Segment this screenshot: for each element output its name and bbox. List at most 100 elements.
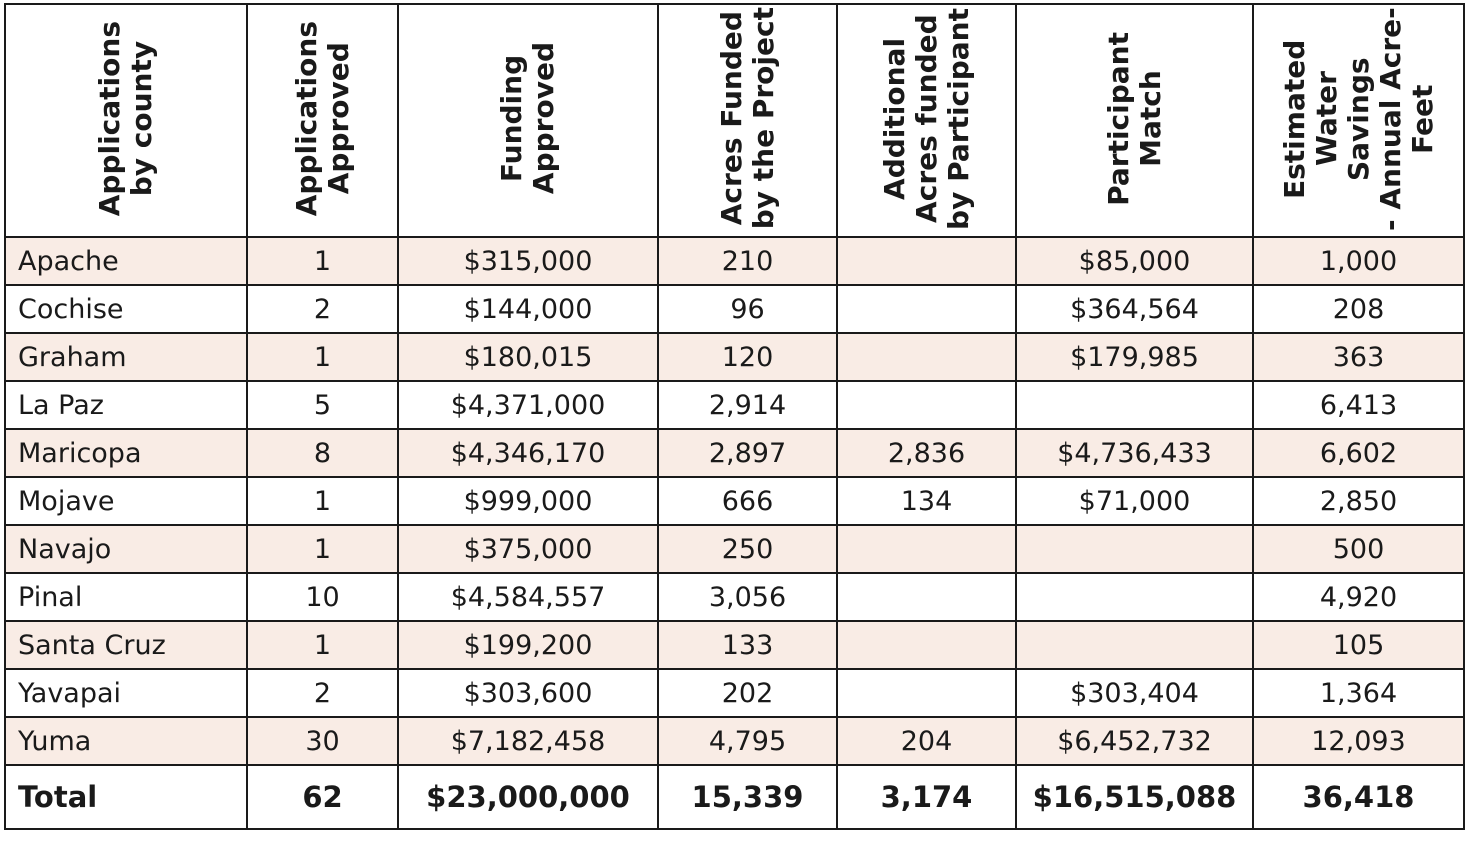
acres-cell: 210 [657, 236, 838, 286]
funding-cell: $375,000 [397, 524, 659, 574]
total-row: Total 62 $23,000,000 15,339 3,174 $16,51… [4, 764, 1465, 830]
total-acres: 15,339 [657, 764, 838, 830]
table-row: Yuma 30 $7,182,458 4,795 204 $6,452,732 … [4, 716, 1465, 766]
header-row: Applications by county Applications Appr… [4, 3, 1465, 238]
header-estimated-water-savings: Estimated Water Savings - Annual Acre- F… [1252, 3, 1465, 238]
funding-cell: $4,584,557 [397, 572, 659, 622]
additional-acres-cell [836, 524, 1017, 574]
funding-cell: $144,000 [397, 284, 659, 334]
match-cell [1015, 380, 1254, 430]
additional-acres-cell: 204 [836, 716, 1017, 766]
total-additional-acres: 3,174 [836, 764, 1017, 830]
funding-cell: $4,371,000 [397, 380, 659, 430]
water-savings-cell: 105 [1252, 620, 1465, 670]
table-row: Mojave 1 $999,000 666 134 $71,000 2,850 [4, 476, 1465, 526]
applications-cell: 1 [246, 476, 399, 526]
additional-acres-cell [836, 572, 1017, 622]
acres-cell: 96 [657, 284, 838, 334]
match-cell: $179,985 [1015, 332, 1254, 382]
total-match: $16,515,088 [1015, 764, 1254, 830]
match-cell [1015, 572, 1254, 622]
header-participant-match: Participant Match [1015, 3, 1254, 238]
county-cell: Pinal [4, 572, 248, 622]
funding-cell: $4,346,170 [397, 428, 659, 478]
applications-cell: 2 [246, 284, 399, 334]
match-cell: $303,404 [1015, 668, 1254, 718]
acres-cell: 2,897 [657, 428, 838, 478]
additional-acres-cell: 134 [836, 476, 1017, 526]
header-label: Applications by county [93, 20, 158, 217]
total-applications: 62 [246, 764, 399, 830]
table-row: Graham 1 $180,015 120 $179,985 363 [4, 332, 1465, 382]
applications-cell: 8 [246, 428, 399, 478]
acres-cell: 666 [657, 476, 838, 526]
applications-cell: 30 [246, 716, 399, 766]
county-cell: Yavapai [4, 668, 248, 718]
water-savings-cell: 1,000 [1252, 236, 1465, 286]
header-label: Funding Approved [495, 42, 560, 195]
additional-acres-cell [836, 236, 1017, 286]
county-cell: Apache [4, 236, 248, 286]
header-additional-acres-funded: Additional Acres funded by Participant [836, 3, 1017, 238]
total-water-savings: 36,418 [1252, 764, 1465, 830]
additional-acres-cell: 2,836 [836, 428, 1017, 478]
additional-acres-cell [836, 332, 1017, 382]
water-savings-cell: 500 [1252, 524, 1465, 574]
county-cell: Mojave [4, 476, 248, 526]
acres-cell: 4,795 [657, 716, 838, 766]
water-savings-cell: 2,850 [1252, 476, 1465, 526]
table-row: Maricopa 8 $4,346,170 2,897 2,836 $4,736… [4, 428, 1465, 478]
county-applications-table: Applications by county Applications Appr… [4, 3, 1465, 830]
acres-cell: 2,914 [657, 380, 838, 430]
funding-cell: $199,200 [397, 620, 659, 670]
table-row: Pinal 10 $4,584,557 3,056 4,920 [4, 572, 1465, 622]
match-cell [1015, 620, 1254, 670]
header-label: Estimated Water Savings - Annual Acre- F… [1277, 6, 1439, 231]
water-savings-cell: 363 [1252, 332, 1465, 382]
header-label: Additional Acres funded by Participant [877, 7, 975, 230]
total-funding: $23,000,000 [397, 764, 659, 830]
acres-cell: 3,056 [657, 572, 838, 622]
header-label: Acres Funded by the Project [714, 7, 780, 230]
applications-cell: 10 [246, 572, 399, 622]
applications-cell: 1 [246, 524, 399, 574]
additional-acres-cell [836, 620, 1017, 670]
acres-cell: 120 [657, 332, 838, 382]
funding-cell: $303,600 [397, 668, 659, 718]
county-cell: Graham [4, 332, 248, 382]
header-applications-by-county: Applications by county [4, 3, 248, 238]
applications-cell: 1 [246, 236, 399, 286]
acres-cell: 202 [657, 668, 838, 718]
table-row: Yavapai 2 $303,600 202 $303,404 1,364 [4, 668, 1465, 718]
header-label: Applications Approved [289, 20, 355, 217]
county-cell: Navajo [4, 524, 248, 574]
county-cell: Santa Cruz [4, 620, 248, 670]
water-savings-cell: 6,413 [1252, 380, 1465, 430]
acres-cell: 133 [657, 620, 838, 670]
applications-cell: 1 [246, 620, 399, 670]
county-cell: Cochise [4, 284, 248, 334]
applications-cell: 1 [246, 332, 399, 382]
funding-cell: $999,000 [397, 476, 659, 526]
match-cell: $364,564 [1015, 284, 1254, 334]
water-savings-cell: 12,093 [1252, 716, 1465, 766]
match-cell: $71,000 [1015, 476, 1254, 526]
header-applications-approved: Applications Approved [246, 3, 399, 238]
funding-cell: $315,000 [397, 236, 659, 286]
header-label: Participant Match [1101, 31, 1167, 206]
table-row: La Paz 5 $4,371,000 2,914 6,413 [4, 380, 1465, 430]
county-cell: Yuma [4, 716, 248, 766]
additional-acres-cell [836, 668, 1017, 718]
water-savings-cell: 4,920 [1252, 572, 1465, 622]
match-cell [1015, 524, 1254, 574]
water-savings-cell: 6,602 [1252, 428, 1465, 478]
funding-cell: $7,182,458 [397, 716, 659, 766]
match-cell: $85,000 [1015, 236, 1254, 286]
header-funding-approved: Funding Approved [397, 3, 659, 238]
table-row: Santa Cruz 1 $199,200 133 105 [4, 620, 1465, 670]
additional-acres-cell [836, 284, 1017, 334]
applications-cell: 2 [246, 668, 399, 718]
county-cell: La Paz [4, 380, 248, 430]
header-acres-funded-by-project: Acres Funded by the Project [657, 3, 838, 238]
match-cell: $4,736,433 [1015, 428, 1254, 478]
